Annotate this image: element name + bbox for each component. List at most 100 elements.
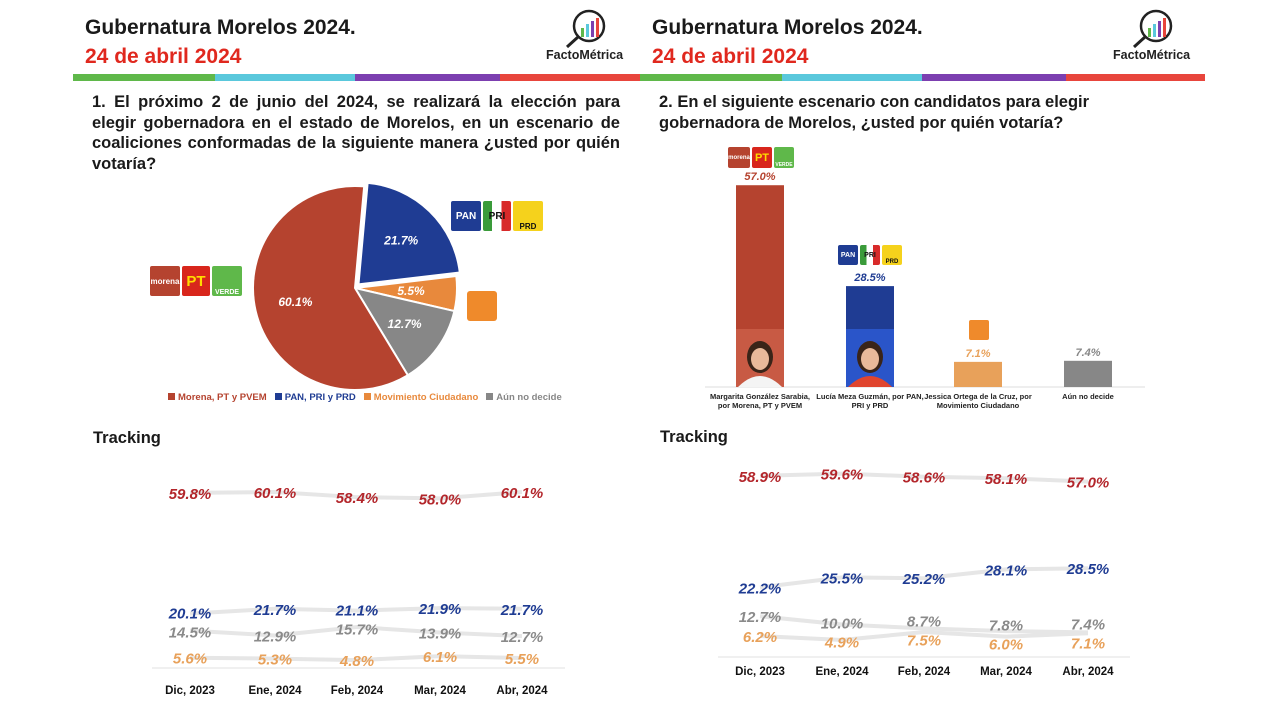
legend-item: PAN, PRI y PRD bbox=[274, 392, 356, 403]
verde-logo: VERDE bbox=[212, 266, 242, 296]
bar bbox=[1064, 360, 1112, 387]
prd-logo: PRD bbox=[513, 201, 543, 231]
tracking-value-label: 8.7% bbox=[907, 614, 941, 631]
tracking-value-label: 60.1% bbox=[254, 485, 297, 502]
bar-chart: 57.0% 28.5% 7.1% 7.4% bbox=[705, 171, 1145, 388]
brand-name: FactoMétrica bbox=[1113, 48, 1191, 62]
legend-label: Movimiento Ciudadano bbox=[373, 392, 479, 403]
tracking-value-label: 58.9% bbox=[739, 469, 782, 486]
tracking-value-label: 12.7% bbox=[501, 629, 544, 646]
left-title: Gubernatura Morelos 2024. bbox=[85, 16, 356, 39]
legend-swatch bbox=[486, 393, 494, 400]
pie-slice-label: 12.7% bbox=[388, 317, 422, 331]
tracking-value-label: 6.2% bbox=[743, 629, 777, 646]
tracking-category-label: Feb, 2024 bbox=[898, 666, 951, 678]
tracking-category-label: Dic, 2023 bbox=[165, 685, 215, 697]
bar-category-label: Aún no decide bbox=[1062, 392, 1114, 401]
magnifier-chart-icon bbox=[1132, 9, 1172, 48]
face bbox=[861, 348, 879, 370]
tracking-line bbox=[759, 471, 1089, 484]
bar-category-label: Margarita González Sarabia, por Morena, … bbox=[709, 392, 811, 410]
factometrica-logo-right: FactoMétrica bbox=[1113, 8, 1190, 62]
tracking-value-label: 7.5% bbox=[907, 633, 941, 650]
bar-value-label: 57.0% bbox=[744, 171, 775, 183]
left-date: 24 de abril 2024 bbox=[85, 45, 242, 68]
legend-swatch bbox=[363, 393, 371, 400]
tracking-value-label: 20.1% bbox=[168, 606, 212, 623]
legend-label: Morena, PT y PVEM bbox=[178, 392, 267, 403]
legend-swatch bbox=[274, 393, 282, 400]
stripe-green bbox=[73, 74, 215, 81]
pan-logo: PAN bbox=[838, 245, 858, 265]
right-tracking-chart: 58.9% 59.6% 58.6% 58.1% 57.0% 22.2% 25.5% 25.2%… bbox=[718, 467, 1130, 678]
right-question: 2. En el siguiente escenario con candida… bbox=[659, 93, 1090, 132]
verde-logo: VERDE bbox=[774, 147, 794, 168]
bar-category-label: Lucía Meza Guzmán, por PAN, PRI y PRD bbox=[816, 392, 924, 410]
legend-label: PAN, PRI y PRD bbox=[284, 392, 356, 403]
tracking-value-label: 60.1% bbox=[501, 485, 544, 502]
pri-logo: PRI bbox=[860, 245, 880, 265]
tracking-value-label: 7.8% bbox=[989, 617, 1023, 634]
tracking-category-label: Feb, 2024 bbox=[331, 685, 384, 697]
tracking-line bbox=[189, 606, 523, 616]
tracking-category-label: Ene, 2024 bbox=[815, 666, 869, 678]
left-question: 1. El próximo 2 de junio del 2024, se re… bbox=[92, 93, 620, 173]
legend-label: Aún no decide bbox=[496, 392, 562, 403]
tracking-category-label: Mar, 2024 bbox=[414, 685, 466, 697]
tracking-value-label: 21.1% bbox=[335, 602, 379, 619]
tracking-line bbox=[759, 614, 1089, 635]
left-tracking-title: Tracking bbox=[93, 429, 161, 447]
tracking-value-label: 25.5% bbox=[820, 570, 864, 587]
tracking-value-label: 59.8% bbox=[169, 486, 212, 503]
tracking-category-label: Abr, 2024 bbox=[1062, 666, 1114, 678]
tracking-value-label: 7.1% bbox=[1071, 635, 1105, 652]
tracking-value-label: 6.0% bbox=[989, 636, 1023, 653]
tracking-value-label: 58.4% bbox=[336, 490, 379, 507]
tracking-value-label: 58.6% bbox=[903, 470, 946, 487]
tracking-value-label: 57.0% bbox=[1067, 475, 1110, 492]
tracking-line bbox=[189, 654, 523, 663]
tracking-category-label: Mar, 2024 bbox=[980, 666, 1032, 678]
tracking-line bbox=[759, 630, 1089, 642]
bar-category-label: Jessica Ortega de la Cruz, por Movimient… bbox=[924, 392, 1032, 410]
stripe-green bbox=[640, 74, 782, 81]
bar-value-label: 7.4% bbox=[1075, 347, 1100, 359]
pie-slice-label: 60.1% bbox=[278, 295, 312, 309]
pie-slice bbox=[352, 286, 456, 377]
morena-logo: morena bbox=[728, 147, 750, 168]
tracking-value-label: 58.1% bbox=[985, 471, 1028, 488]
tracking-value-label: 59.6% bbox=[821, 467, 864, 484]
legend-item: Morena, PT y PVEM bbox=[168, 392, 267, 403]
stripe-red bbox=[500, 74, 640, 81]
stripe-purple bbox=[922, 74, 1066, 81]
tracking-value-label: 5.3% bbox=[258, 652, 292, 669]
tracking-value-label: 5.5% bbox=[505, 651, 539, 668]
pri-logo: PRI bbox=[483, 201, 511, 231]
stripe-red bbox=[1066, 74, 1205, 81]
tracking-value-label: 12.9% bbox=[254, 629, 297, 646]
tracking-category-label: Ene, 2024 bbox=[248, 685, 302, 697]
bar bbox=[954, 361, 1002, 387]
right-date: 24 de abril 2024 bbox=[652, 45, 809, 68]
tracking-value-label: 21.7% bbox=[253, 602, 297, 619]
tracking-category-label: Dic, 2023 bbox=[735, 666, 785, 678]
stripe-cyan bbox=[782, 74, 922, 81]
pie-slice bbox=[252, 185, 410, 391]
legend-item: Aún no decide bbox=[486, 392, 562, 403]
legend-swatch bbox=[168, 393, 175, 400]
tracking-value-label: 12.7% bbox=[739, 609, 782, 626]
tracking-value-label: 25.2% bbox=[902, 571, 946, 588]
logo-morena-pt-verde: morena PT VERDE bbox=[728, 147, 794, 168]
tracking-line bbox=[189, 624, 523, 639]
left-tracking-chart: 59.8% 60.1% 58.4% 58.0% 60.1% 20.1% 21.7% 21.1%… bbox=[152, 485, 565, 697]
tracking-value-label: 5.6% bbox=[173, 651, 207, 668]
logo-pan-pri-prd: PAN PRI PRD bbox=[451, 201, 543, 231]
clothing bbox=[848, 376, 892, 387]
tracking-value-label: 28.5% bbox=[1066, 561, 1110, 578]
legend-item: Movimiento Ciudadano bbox=[363, 392, 479, 403]
tracking-value-label: 28.1% bbox=[984, 562, 1028, 579]
movimiento-ciudadano-logo bbox=[467, 291, 497, 321]
clothing bbox=[738, 376, 782, 387]
stripe-purple bbox=[355, 74, 500, 81]
tracking-value-label: 14.5% bbox=[169, 625, 212, 642]
